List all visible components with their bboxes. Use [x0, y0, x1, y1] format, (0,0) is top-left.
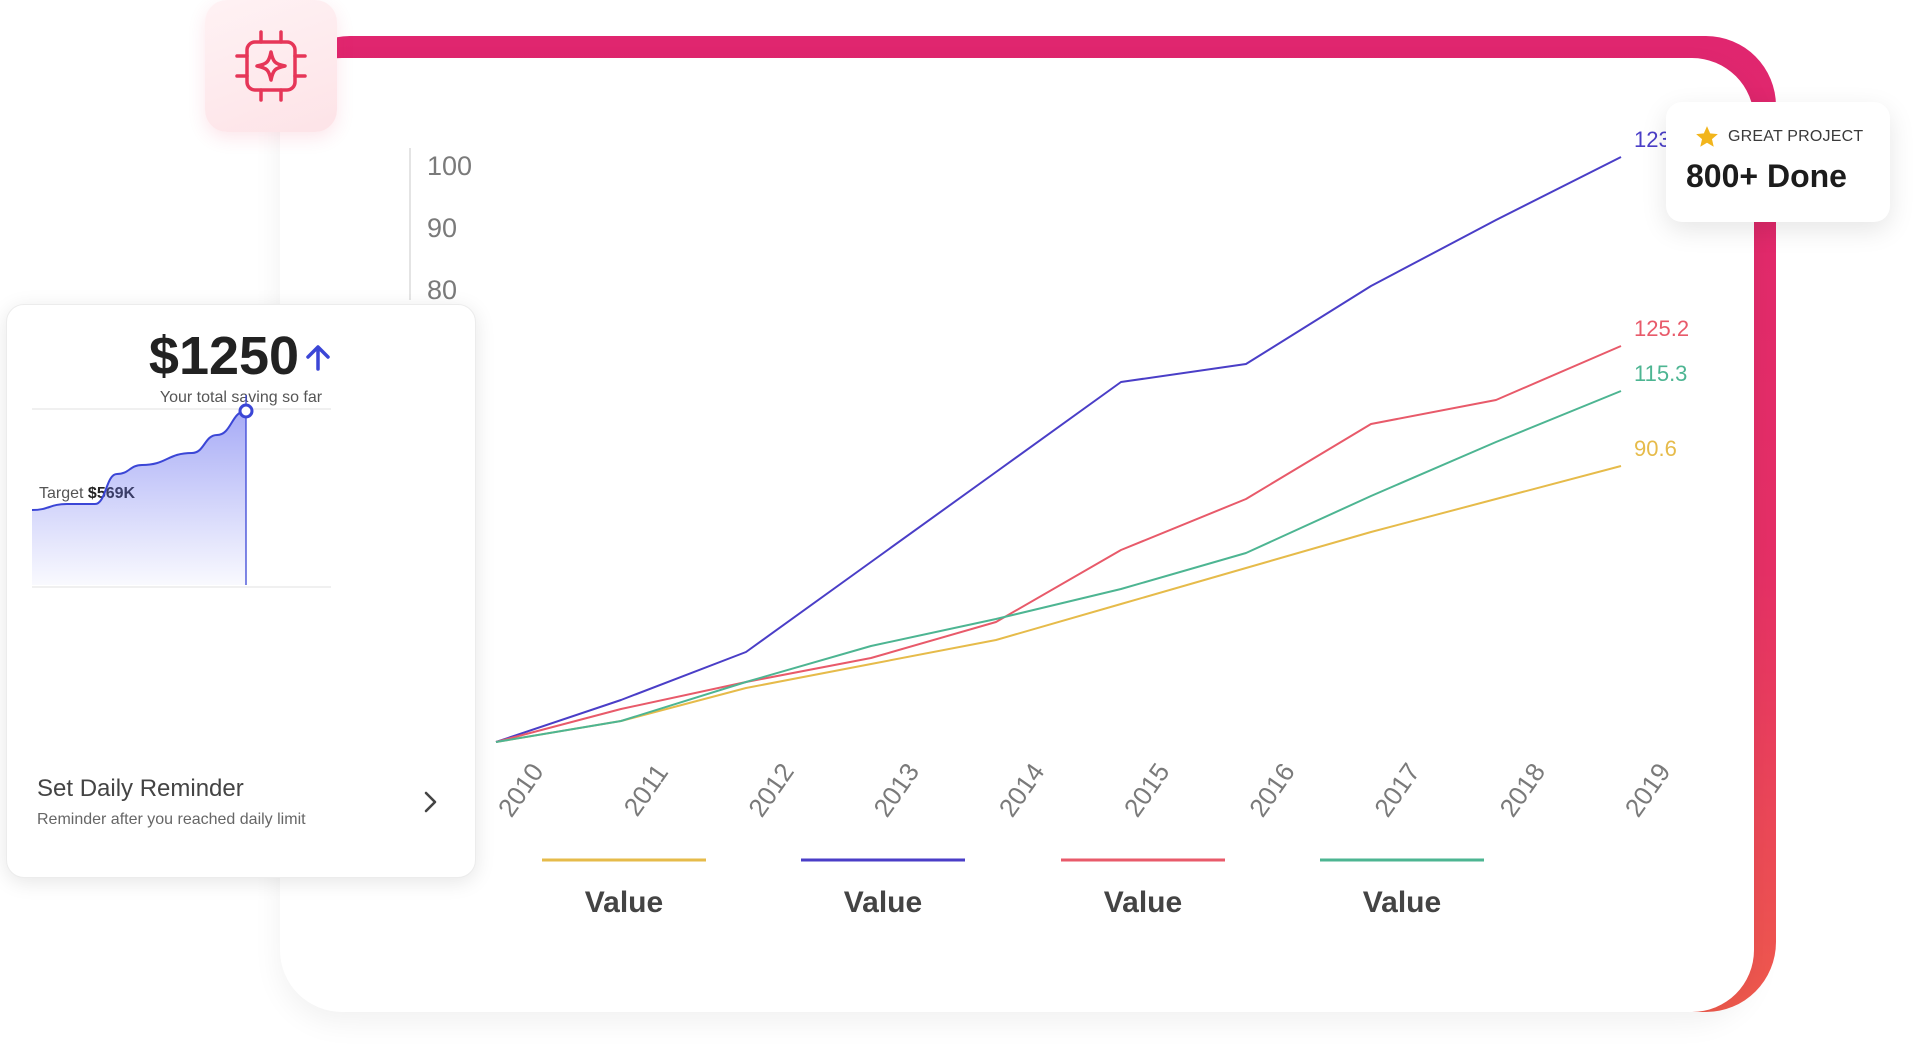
badge-value: 800+ Done	[1686, 158, 1847, 194]
saving-amount: $1250	[148, 326, 300, 386]
chip-icon	[235, 30, 307, 102]
chip-tile	[205, 0, 337, 132]
saving-caption: Your total saving so far	[159, 389, 323, 406]
badge-label: GREAT PROJECT	[1728, 128, 1864, 145]
target-label: Target	[39, 485, 84, 502]
arrow-up-icon	[306, 345, 330, 371]
reminder-subtitle: Reminder after you reached daily limit	[37, 811, 306, 828]
chevron-right-icon[interactable]	[419, 787, 443, 817]
savings-area-chart: Target $569K	[31, 395, 331, 588]
star-icon	[1696, 126, 1718, 147]
project-badge: GREAT PROJECT 800+ Done	[1666, 102, 1890, 222]
current-point[interactable]	[238, 403, 254, 419]
reminder-title: Set Daily Reminder	[37, 775, 244, 802]
chart-card	[280, 58, 1754, 1012]
savings-area	[32, 411, 246, 585]
saving-card: $1250 Your total saving so far Target $5…	[6, 304, 476, 878]
savings-line	[31, 410, 247, 511]
